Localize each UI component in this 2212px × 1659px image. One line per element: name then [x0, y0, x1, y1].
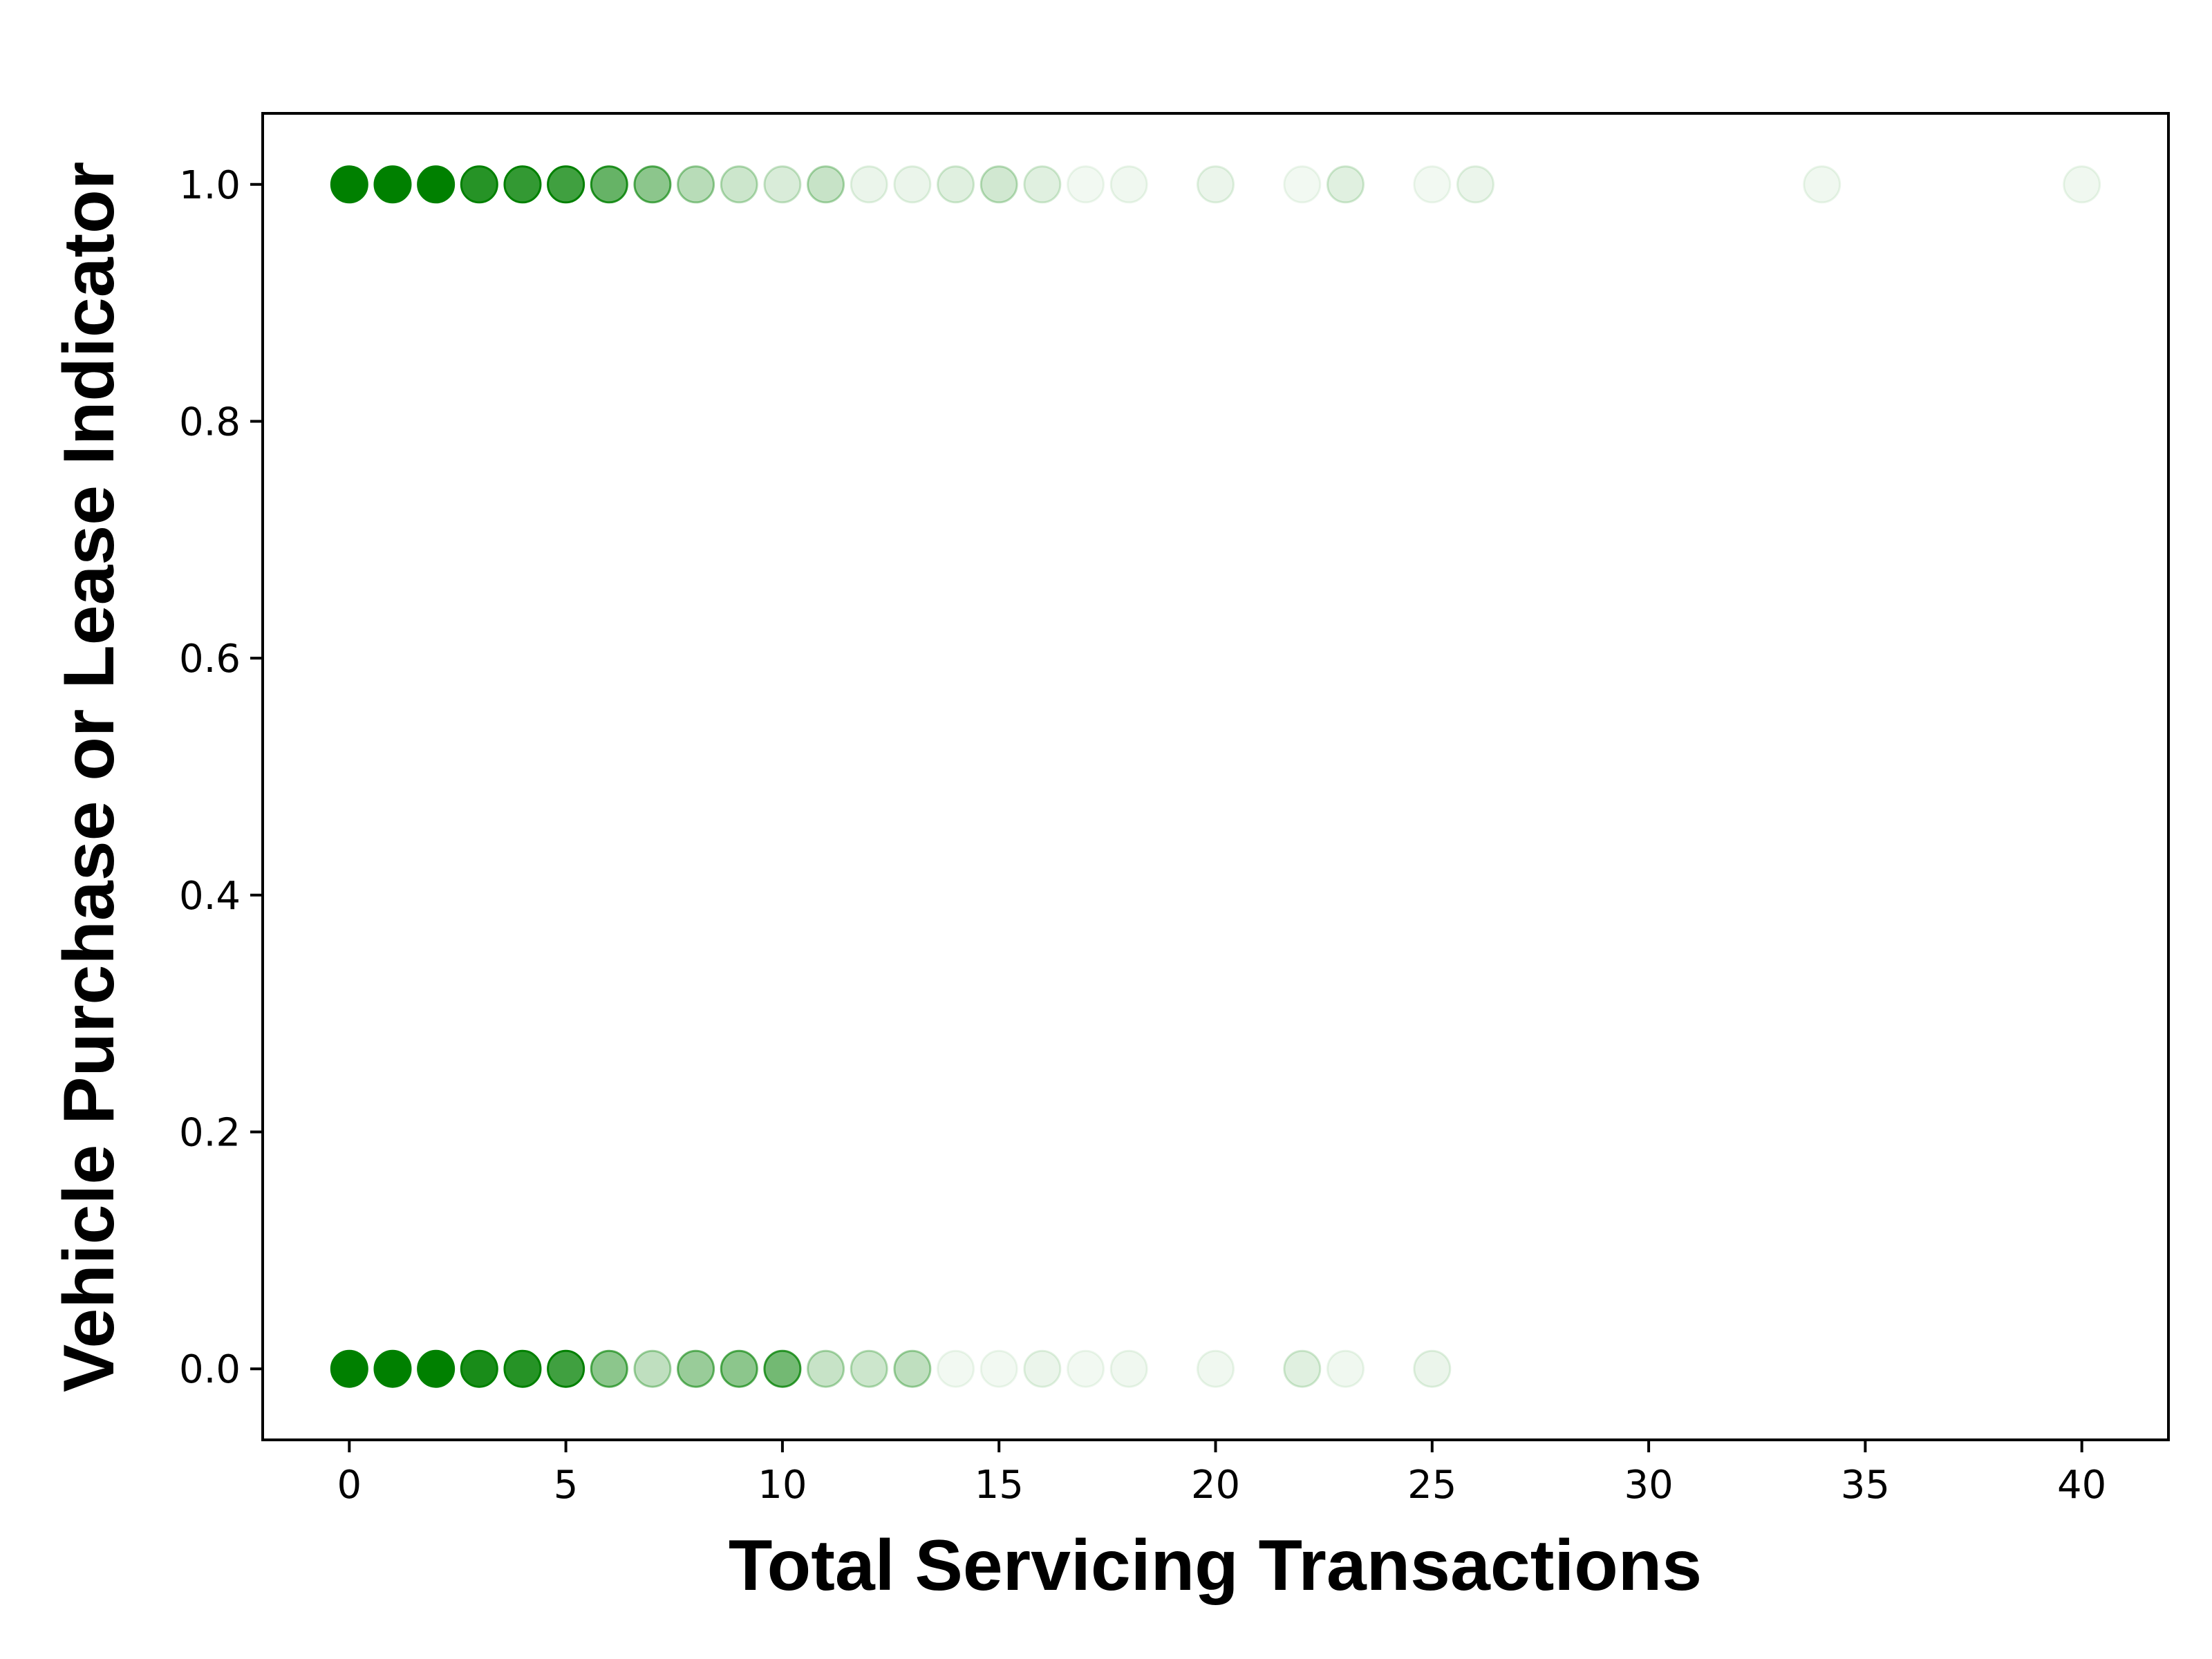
- data-point: [720, 1349, 758, 1388]
- data-point: [720, 165, 758, 204]
- data-point: [547, 165, 585, 204]
- y-axis-ticks: 0.0 0.2 0.4 0.6 0.8 1.0: [179, 163, 263, 1392]
- data-point: [633, 165, 672, 204]
- data-point: [677, 1349, 715, 1388]
- x-tick-label: 35: [1841, 1463, 1890, 1508]
- data-point: [893, 165, 932, 204]
- data-point: [590, 1349, 628, 1388]
- data-point: [677, 165, 715, 204]
- data-point: [980, 1349, 1018, 1388]
- data-point: [1413, 1349, 1452, 1388]
- x-tick-label: 25: [1407, 1463, 1456, 1508]
- data-point: [1326, 1349, 1365, 1388]
- data-point: [2063, 165, 2101, 204]
- data-point: [1283, 1349, 1322, 1388]
- data-point: [1109, 1349, 1148, 1388]
- data-point: [1067, 1349, 1105, 1388]
- data-point: [1413, 165, 1452, 204]
- data-point: [547, 1349, 585, 1388]
- data-point: [503, 165, 542, 204]
- x-tick-label: 0: [337, 1463, 362, 1508]
- data-point: [937, 1349, 975, 1388]
- data-point: [980, 165, 1018, 204]
- data-point: [1197, 165, 1235, 204]
- x-tick-label: 30: [1624, 1463, 1673, 1508]
- data-point: [590, 165, 628, 204]
- data-point: [373, 1349, 412, 1388]
- data-point: [417, 1349, 456, 1388]
- data-point: [460, 1349, 498, 1388]
- data-point: [763, 1349, 802, 1388]
- y-tick-label: 0.4: [179, 874, 241, 919]
- data-point: [330, 1349, 368, 1388]
- data-point: [633, 1349, 672, 1388]
- x-axis-ticks: 0 5 10 15 20 25 30 35 40: [337, 1440, 2106, 1508]
- x-tick-label: 10: [758, 1463, 807, 1508]
- data-point: [1283, 165, 1322, 204]
- data-point: [1023, 1349, 1062, 1388]
- x-axis-title: Total Servicing Transactions: [729, 1526, 1702, 1606]
- data-point: [330, 165, 368, 204]
- data-point: [937, 165, 975, 204]
- data-point: [503, 1349, 542, 1388]
- data-point: [1803, 165, 1841, 204]
- y-tick-label: 0.6: [179, 637, 241, 682]
- x-tick-label: 40: [2057, 1463, 2106, 1508]
- y-tick-label: 0.8: [179, 400, 241, 444]
- y-tick-label: 0.0: [179, 1347, 241, 1392]
- y-tick-label: 1.0: [179, 163, 241, 208]
- data-point: [1456, 165, 1494, 204]
- data-point: [850, 165, 888, 204]
- data-point: [417, 165, 456, 204]
- data-point: [1197, 1349, 1235, 1388]
- data-point: [763, 165, 802, 204]
- x-tick-label: 15: [975, 1463, 1024, 1508]
- y-axis-title: Vehicle Purchase or Lease Indicator: [49, 162, 129, 1392]
- data-points: [330, 165, 2101, 1388]
- data-point: [807, 165, 845, 204]
- y-tick-label: 0.2: [179, 1111, 241, 1156]
- data-point: [1109, 165, 1148, 204]
- data-point: [807, 1349, 845, 1388]
- data-point: [1067, 165, 1105, 204]
- data-point: [850, 1349, 888, 1388]
- x-tick-label: 5: [554, 1463, 579, 1508]
- data-point: [373, 165, 412, 204]
- data-point: [1023, 165, 1062, 204]
- x-tick-label: 20: [1191, 1463, 1240, 1508]
- data-point: [1326, 165, 1365, 204]
- data-point: [460, 165, 498, 204]
- data-point: [893, 1349, 932, 1388]
